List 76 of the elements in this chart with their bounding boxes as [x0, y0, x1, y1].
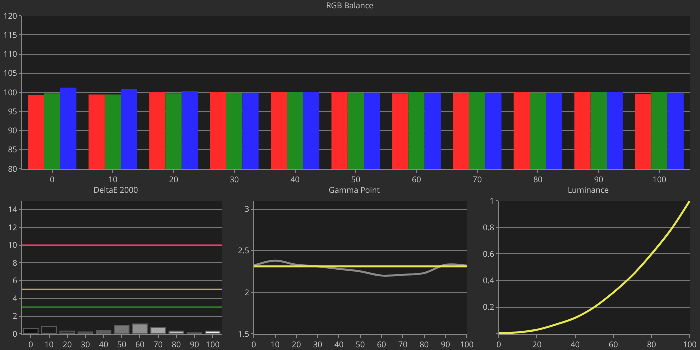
x-tick-label: 20: [62, 340, 72, 350]
y-tick-label: 85: [8, 144, 18, 156]
x-tick-label: 0: [252, 340, 257, 350]
x-tick-label: 80: [420, 340, 430, 350]
x-tick-label: 60: [412, 174, 422, 186]
x-tick-label: 30: [81, 340, 91, 350]
chart-title: Gamma Point: [329, 185, 380, 196]
x-tick-label: 30: [230, 174, 240, 186]
y-tick-label: 90: [8, 126, 18, 137]
y-tick-label: 2: [244, 287, 250, 298]
x-tick-label: 10: [270, 340, 280, 350]
x-tick-label: 80: [534, 174, 544, 186]
bar: [96, 330, 112, 334]
y-tick-label: 0.8: [483, 222, 495, 234]
y-tick-label: 0: [12, 328, 18, 340]
x-tick-label: 70: [472, 174, 482, 186]
y-tick-label: 105: [4, 68, 18, 80]
x-tick-label: 90: [594, 174, 604, 186]
y-tick-label: 120: [4, 10, 18, 22]
bar: [205, 330, 221, 334]
y-tick-label: 14: [8, 204, 18, 216]
bar: [168, 330, 184, 334]
y-tick-label: 8: [12, 258, 18, 269]
y-tick-label: 1: [490, 196, 494, 207]
y-tick-label: 0.2: [483, 302, 495, 314]
x-tick-label: 50: [117, 340, 127, 350]
x-tick-label: 80: [647, 340, 657, 350]
x-tick-label: 50: [351, 174, 361, 186]
x-tick-label: 20: [292, 340, 302, 350]
y-tick-label: 110: [4, 49, 18, 60]
x-tick-label: 50: [356, 340, 366, 350]
x-tick-label: 0: [496, 340, 502, 350]
y-tick-label: 2.5: [238, 246, 250, 257]
x-tick-label: 30: [313, 340, 323, 350]
x-tick-label: 40: [334, 340, 344, 350]
chart-title: Luminance: [568, 185, 610, 196]
x-tick-label: 100: [652, 174, 667, 186]
x-tick-label: 40: [570, 340, 580, 350]
x-tick-label: 90: [190, 340, 200, 350]
y-tick-label: 0.6: [483, 249, 495, 260]
y-tick-label: 95: [8, 106, 18, 118]
y-tick-label: 4: [12, 293, 18, 304]
y-tick-label: 10: [8, 240, 18, 252]
y-tick-label: 2: [12, 311, 18, 322]
x-tick-label: 40: [290, 174, 300, 186]
x-tick-label: 70: [398, 340, 408, 350]
y-tick-label: 3: [244, 204, 250, 216]
x-tick-label: 0: [50, 174, 56, 186]
bar: [150, 327, 166, 334]
y-tick-label: 1.5: [238, 328, 250, 340]
y-tick-label: 0.4: [483, 276, 495, 287]
bar: [114, 326, 130, 334]
x-tick-label: 90: [441, 340, 451, 350]
bar: [60, 330, 76, 334]
x-tick-label: 10: [108, 174, 118, 186]
y-tick-label: 80: [8, 164, 18, 175]
bar: [23, 328, 39, 334]
y-tick-label: 12: [8, 222, 18, 234]
x-tick-label: 100: [683, 340, 698, 350]
x-tick-label: 100: [460, 340, 474, 350]
x-tick-label: 70: [154, 340, 164, 350]
x-tick-label: 60: [136, 340, 146, 350]
y-tick-label: 6: [12, 276, 18, 287]
y-tick-label: 115: [4, 30, 18, 41]
chart-title: RGB Balance: [326, 0, 374, 12]
x-tick-label: 60: [377, 340, 387, 350]
x-tick-label: 60: [609, 340, 619, 350]
chart-title: DeltaE 2000: [94, 185, 139, 196]
x-tick-label: 40: [99, 340, 109, 350]
x-tick-label: 20: [169, 174, 179, 186]
x-tick-label: 20: [532, 340, 542, 350]
x-tick-label: 100: [206, 340, 220, 350]
y-tick-label: 100: [4, 87, 18, 98]
x-tick-label: 10: [44, 340, 54, 350]
x-tick-label: 0: [28, 340, 34, 350]
x-tick-label: 80: [172, 340, 182, 350]
